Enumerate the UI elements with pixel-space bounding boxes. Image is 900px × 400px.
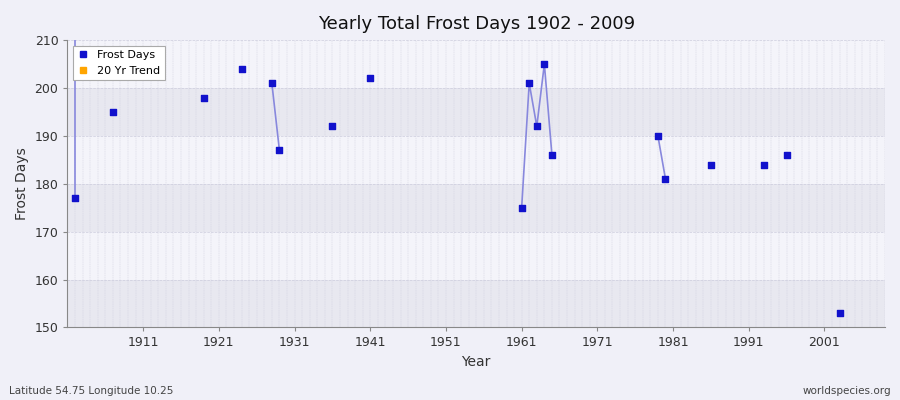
Point xyxy=(325,123,339,130)
Point xyxy=(832,310,847,316)
Point xyxy=(658,176,672,182)
Point xyxy=(105,109,120,115)
Point xyxy=(779,152,794,158)
Point xyxy=(515,204,529,211)
Point xyxy=(651,133,665,139)
Point xyxy=(544,152,559,158)
Title: Yearly Total Frost Days 1902 - 2009: Yearly Total Frost Days 1902 - 2009 xyxy=(318,15,634,33)
Point xyxy=(363,75,377,82)
X-axis label: Year: Year xyxy=(462,355,490,369)
Point xyxy=(704,162,718,168)
Bar xyxy=(68,136,885,184)
Bar xyxy=(68,40,885,88)
Bar xyxy=(68,184,885,232)
Point xyxy=(68,195,82,201)
Point xyxy=(272,147,286,154)
Point xyxy=(537,61,552,67)
Bar xyxy=(68,280,885,328)
Y-axis label: Frost Days: Frost Days xyxy=(15,147,29,220)
Point xyxy=(529,123,544,130)
Bar xyxy=(68,88,885,136)
Legend: Frost Days, 20 Yr Trend: Frost Days, 20 Yr Trend xyxy=(73,46,165,80)
Point xyxy=(265,80,279,86)
Point xyxy=(757,162,771,168)
Text: Latitude 54.75 Longitude 10.25: Latitude 54.75 Longitude 10.25 xyxy=(9,386,174,396)
Point xyxy=(196,94,211,101)
Point xyxy=(234,66,248,72)
Bar xyxy=(68,232,885,280)
Text: worldspecies.org: worldspecies.org xyxy=(803,386,891,396)
Point xyxy=(522,80,536,86)
